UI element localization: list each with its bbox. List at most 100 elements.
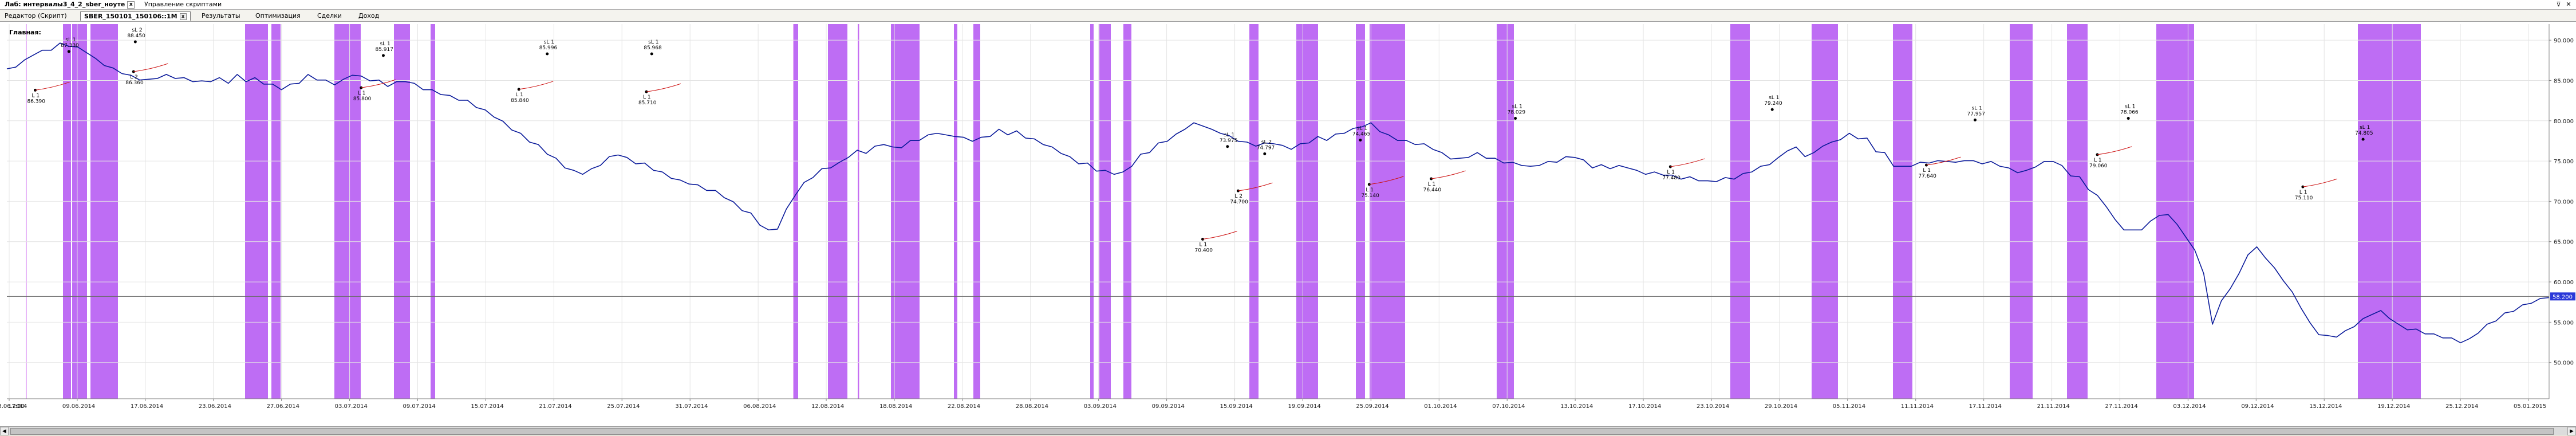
trade-marker (546, 52, 549, 56)
shaded-interval-2 (90, 24, 118, 399)
document-tab-bar: Лаб: интервалы3_4_2_sber_ноуте x Управлен… (0, 0, 2576, 10)
trade-connector (2097, 146, 2132, 155)
x-tick-label: 21.07.2014 (539, 403, 571, 410)
trade-annotation-0: L 186.390 (27, 81, 70, 104)
trade-marker (2361, 138, 2365, 141)
shaded-interval-3 (245, 24, 268, 399)
trade-marker (133, 40, 137, 44)
x-tick-label: 05.11.2014 (1833, 403, 1865, 410)
trade-annotation-label: L 1 (1923, 168, 1931, 174)
trade-annotation-3: L 286.360 (125, 63, 168, 86)
document-tab-lab[interactable]: Лаб: интервалы3_4_2_sber_ноуте x (1, 1, 139, 9)
shaded-interval-18 (1296, 24, 1318, 399)
shaded-interval-0 (63, 24, 71, 399)
document-tab-script-manager[interactable]: Управление скриптами (141, 1, 225, 9)
scroll-right-icon[interactable]: ▶ (2567, 427, 2576, 435)
dropdown-icon[interactable]: ⊽ (2556, 1, 2561, 8)
shaded-interval-6 (394, 24, 410, 399)
x-tick-label: 25.07.2014 (607, 403, 640, 410)
tab-chart-sber[interactable]: SBER_150101_150106::1M x (80, 11, 191, 21)
x-tick-label: 31.07.2014 (675, 403, 708, 410)
close-window-icon[interactable]: ✕ (2566, 1, 2571, 8)
tab-editor[interactable]: Редактор (Скрипт) (5, 12, 67, 19)
trade-connector (1670, 158, 1705, 167)
x-tick-label: 23.10.2014 (1697, 403, 1729, 410)
trade-annotation-label: sL 1 (380, 41, 390, 47)
scroll-left-icon[interactable]: ◀ (0, 427, 9, 435)
trade-annotation-label: sL 1 (1512, 104, 1522, 110)
x-tick-label: 28.08.2014 (1016, 403, 1048, 410)
trade-marker (1514, 117, 1517, 120)
close-tab-icon[interactable]: x (179, 13, 187, 20)
x-tick-label: 17.10.2014 (1628, 403, 1661, 410)
shaded-interval-8 (794, 24, 798, 399)
trade-marker (1668, 165, 1672, 168)
x-tick-label: 15.09.2014 (1220, 403, 1253, 410)
trade-annotation-23: L 179.060 (2089, 146, 2132, 169)
shaded-interval-16 (1123, 24, 1131, 399)
document-tab-label: Управление скриптами (144, 1, 222, 8)
y-tick-label: 80.000 (2554, 119, 2574, 125)
x-tick-label: 17.11.2014 (1969, 403, 2002, 410)
trade-connector (1238, 182, 1273, 191)
trade-connector (361, 79, 396, 88)
shaded-interval-28 (2358, 24, 2421, 399)
x-tick-label: 23.06.2014 (199, 403, 231, 410)
trade-annotation-label: sL 1 (1769, 95, 1779, 101)
y-tick-label: 75.000 (2554, 159, 2574, 165)
trade-connector (1369, 176, 1404, 185)
trade-annotation-13: L 274.700 (1230, 182, 1273, 205)
trade-marker (1359, 139, 1362, 142)
trade-annotation-label: L 1 (1200, 242, 1208, 248)
trade-annotation-value: 85.710 (638, 100, 657, 106)
tab-results[interactable]: Результаты (202, 12, 240, 19)
y-tick-label: 70.000 (2554, 199, 2574, 205)
x-tick-label: 15.07.2014 (471, 403, 503, 410)
x-tick-label: 27.06.2014 (267, 403, 299, 410)
x-tick-label: 03.06.2014 (0, 403, 27, 410)
trade-marker (34, 88, 37, 92)
close-icon[interactable]: x (127, 1, 135, 9)
shaded-interval-15 (1099, 24, 1111, 399)
x-tick-label: 19.09.2014 (1288, 403, 1320, 410)
scroll-thumb[interactable] (10, 428, 2554, 435)
trade-annotation-value: 86.390 (27, 99, 46, 104)
shaded-interval-1 (72, 24, 87, 399)
chart-area[interactable]: L 1 86.390 sL 1 87.330 sL 2 88.450 L 2 86.360 sL… (0, 22, 2576, 426)
tab-optimization[interactable]: Оптимизация (255, 12, 301, 19)
trade-marker (2127, 117, 2130, 120)
x-tick-label: 11.11.2014 (1901, 403, 1934, 410)
trade-marker (381, 54, 385, 57)
y-tick-label: 90.000 (2554, 38, 2574, 44)
tab-income[interactable]: Доход (358, 12, 380, 19)
trade-annotation-value: 77.640 (1918, 174, 1936, 179)
y-tick-label: 60.000 (2554, 280, 2574, 286)
x-tick-label: 22.08.2014 (948, 403, 980, 410)
trade-marker (1974, 118, 1977, 121)
trade-annotation-label: L 1 (358, 91, 366, 96)
x-tick-label: 03.12.2014 (2173, 403, 2206, 410)
tab-trades[interactable]: Сделки (317, 12, 342, 19)
trade-annotation-7: L 185.840 (511, 81, 554, 104)
trade-annotation-label: L 1 (1428, 182, 1436, 187)
trade-annotation-24: sL 174.805 (2355, 125, 2373, 141)
trade-annotation-15: L 175.140 (1361, 176, 1404, 199)
trade-annotation-label: L 1 (32, 93, 40, 99)
trade-annotation-label: L 1 (2094, 158, 2102, 163)
trade-connector (646, 83, 681, 92)
trade-annotation-14: sL 174.465 (1352, 126, 1370, 142)
x-tick-label: 01.10.2014 (1424, 403, 1457, 410)
y-tick-label: 85.000 (2554, 78, 2574, 84)
x-tick-label: 25.12.2014 (2445, 403, 2478, 410)
shaded-interval-19 (1356, 24, 1365, 399)
trade-connector (1926, 156, 1961, 166)
x-tick-label: 05.01.2015 (2514, 403, 2546, 410)
trade-annotation-value: 86.360 (125, 80, 144, 86)
trade-annotation-4: sL 185.917 (375, 41, 393, 57)
trade-marker (1263, 152, 1267, 155)
horizontal-scrollbar[interactable]: ◀ ▶ (0, 426, 2576, 435)
trade-annotation-8: sL 185.968 (644, 40, 662, 56)
trade-annotation-value: 74.797 (1257, 145, 1275, 151)
shaded-interval-5 (334, 24, 361, 399)
